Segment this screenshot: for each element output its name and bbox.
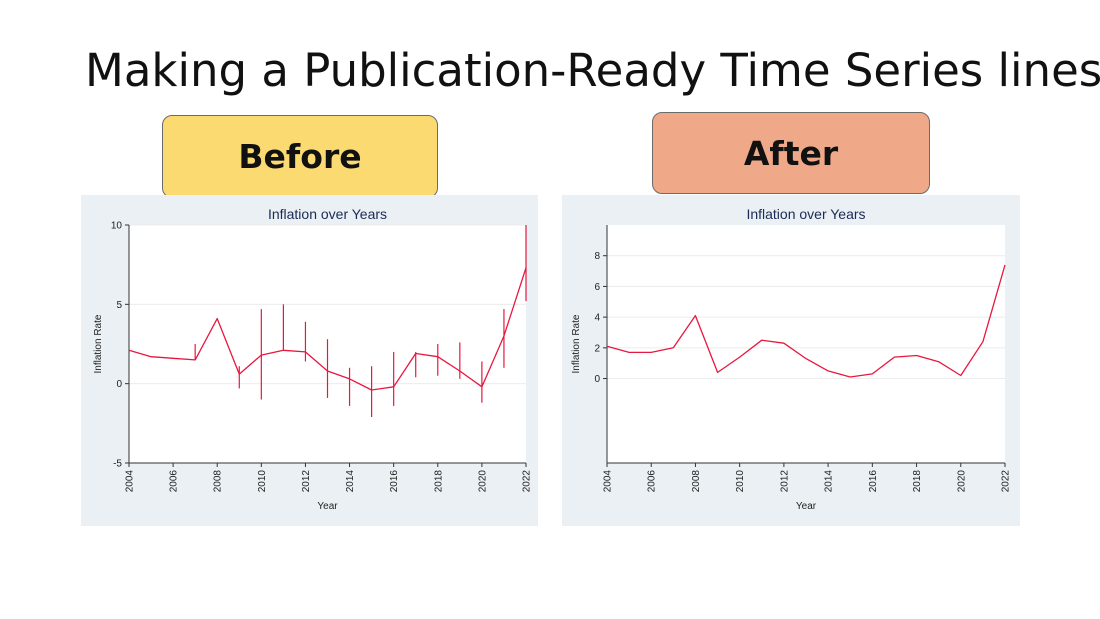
x-tick-label: 2004 [125, 470, 136, 493]
x-tick-label: 2016 [868, 470, 879, 493]
after-label-box: After [652, 112, 930, 194]
x-tick-label: 2018 [912, 470, 923, 493]
x-tick-label: 2010 [735, 470, 746, 493]
x-axis-label: Year [796, 501, 817, 512]
x-axis-label: Year [317, 501, 338, 512]
x-tick-label: 2022 [522, 470, 533, 493]
y-tick-label: 5 [116, 300, 122, 311]
x-tick-label: 2004 [603, 470, 614, 493]
y-tick-label: 4 [594, 313, 600, 324]
x-tick-label: 2014 [824, 470, 835, 493]
x-tick-label: 2012 [779, 470, 790, 493]
x-tick-label: 2014 [345, 470, 356, 493]
x-tick-label: 2022 [1001, 470, 1012, 493]
plot-area [607, 225, 1005, 463]
y-tick-label: 2 [594, 343, 600, 354]
x-tick-label: 2012 [301, 470, 312, 493]
series-line [606, 264, 1006, 378]
before-label: Before [238, 137, 362, 176]
y-axis-label: Inflation Rate [93, 314, 104, 373]
after-chart: Inflation over Years 0 2 4 6 8 2004 2006 2008 201… [571, 206, 1012, 512]
y-tick-label: 0 [116, 379, 122, 390]
x-tick-label: 2010 [257, 470, 268, 493]
y-tick-label: 10 [111, 221, 123, 232]
after-label: After [743, 133, 839, 173]
x-tick-label: 2006 [647, 470, 658, 493]
x-tick-label: 2006 [169, 470, 180, 493]
y-tick-label: -5 [113, 459, 122, 470]
before-label-box: Before [162, 115, 438, 198]
y-axis-label: Inflation Rate [571, 314, 582, 373]
y-tick-label: 6 [594, 282, 600, 293]
x-tick-label: 2016 [389, 470, 400, 493]
x-tick-label: 2008 [691, 470, 702, 493]
before-chart-panel: Inflation over Years -5 0 5 10 2004 2006 2008 20… [81, 195, 538, 526]
x-tick-label: 2018 [433, 470, 444, 493]
after-chart-panel: Inflation over Years 0 2 4 6 8 2004 2006 2008 201… [562, 195, 1020, 526]
x-tick-label: 2020 [477, 470, 488, 493]
chart-title: Inflation over Years [268, 206, 387, 222]
y-tick-label: 0 [594, 374, 600, 385]
series-line [128, 267, 527, 391]
chart-title: Inflation over Years [746, 206, 865, 222]
y-tick-label: 8 [594, 251, 600, 262]
x-tick-label: 2008 [213, 470, 224, 493]
x-tick-label: 2020 [956, 470, 967, 493]
before-chart: Inflation over Years -5 0 5 10 2004 2006 2008 20… [93, 206, 533, 512]
slide-title: Making a Publication-Ready Time Series l… [85, 44, 1100, 97]
